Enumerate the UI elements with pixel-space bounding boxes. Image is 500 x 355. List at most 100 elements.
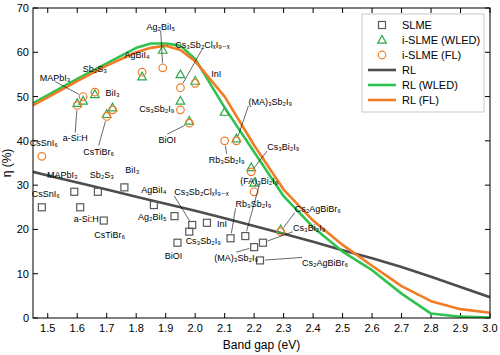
point-label: Cs₃Bi₂I₉ <box>267 142 300 152</box>
x-tick-label: 2.7 <box>394 322 409 334</box>
point-label: InI <box>211 69 221 79</box>
leader-line <box>284 213 295 228</box>
point-label: Rb₃Sb₂I₉ <box>209 155 245 165</box>
x-tick-label: 1.7 <box>99 322 114 334</box>
point <box>189 222 196 229</box>
x-tick-label: 1.6 <box>70 322 85 334</box>
point-label: CsSnI₆ <box>32 189 61 199</box>
x-tick-top <box>195 8 196 13</box>
point <box>174 239 181 246</box>
point <box>251 244 258 251</box>
x-tick <box>136 313 137 318</box>
x-tick-top <box>224 8 225 13</box>
x-tick <box>254 313 255 318</box>
point-label: Cs₃Sb₂ClₓI₉₋ₓ <box>175 40 229 50</box>
legend-label: i-SLME (FL) <box>402 49 461 61</box>
point-label: Sb₂S₃ <box>83 64 108 74</box>
legend-marker <box>378 51 386 59</box>
point <box>91 88 99 96</box>
x-tick-label: 1.5 <box>40 322 55 334</box>
point-label: Cs₃Sb₂I₉ <box>139 104 175 114</box>
x-tick-label: 2.6 <box>364 322 379 334</box>
point <box>77 204 84 211</box>
leader-line <box>55 82 79 95</box>
point <box>247 168 255 176</box>
point-label: (MA)₃Sb₂I₉ <box>214 253 258 263</box>
x-tick-label: 2.8 <box>423 322 438 334</box>
point <box>177 84 185 92</box>
point-label: InI <box>217 219 227 229</box>
point <box>277 228 285 236</box>
leader-line <box>238 106 248 136</box>
legend-label: RL <box>402 64 416 76</box>
x-tick-top <box>283 8 284 13</box>
legend-marker <box>379 22 386 29</box>
y-tick-label: 20 <box>17 223 29 235</box>
point-label: Cs₃Sb₂ClₓI₉₋ₓ <box>174 187 228 197</box>
point-label: BiI₃ <box>125 165 140 175</box>
x-tick-label: 2.2 <box>246 322 261 334</box>
point <box>191 79 199 87</box>
legend-label: RL (FL) <box>402 94 439 106</box>
point <box>73 102 81 110</box>
x-tick-top <box>106 8 107 13</box>
point-labels: CsSnI₆MAPbI₃a-Si:HSb₂S₃CsTiBr₆BiI₃AgBiI₄… <box>30 22 349 269</box>
x-tick-top <box>313 8 314 13</box>
y-tick <box>33 96 38 97</box>
x-tick <box>165 313 166 318</box>
legend-label: SLME <box>402 19 432 31</box>
leader-line <box>231 208 235 233</box>
point <box>100 217 107 224</box>
x-tick-top <box>372 8 373 13</box>
x-tick <box>77 313 78 318</box>
y-tick <box>33 273 38 274</box>
leader-line <box>174 196 189 221</box>
leader-line <box>75 110 77 132</box>
point-label: CsSnI₆ <box>30 138 59 148</box>
x-tick-label: 1.9 <box>158 322 173 334</box>
point-label: BiOI <box>165 251 183 261</box>
legend-label: i-SLME (WLED) <box>402 34 480 46</box>
y-tick-right <box>485 140 490 141</box>
point-label: Cs₃Bi₂I₉ <box>293 223 326 233</box>
x-tick <box>106 313 107 318</box>
leader-line <box>268 232 293 241</box>
line-4 <box>33 43 490 317</box>
legend: SLMEi-SLME (WLED)i-SLME (FL)RLRL (WLED)R… <box>362 14 484 112</box>
x-tick <box>401 313 402 318</box>
point <box>233 137 241 145</box>
point <box>186 228 193 235</box>
y-tick-label: 10 <box>17 268 29 280</box>
point <box>38 204 45 211</box>
point <box>71 188 78 195</box>
x-tick-label: 3.0 <box>482 322 497 334</box>
x-tick-top <box>460 8 461 13</box>
y-tick-label: 40 <box>17 135 29 147</box>
x-axis-label: Band gap (eV) <box>223 338 300 352</box>
point <box>220 108 229 116</box>
x-tick <box>224 313 225 318</box>
leader-line <box>183 49 203 84</box>
x-tick-top <box>77 8 78 13</box>
point <box>203 219 210 226</box>
x-tick-top <box>136 8 137 13</box>
point-label: AgBiI₄ <box>124 50 150 60</box>
x-tick <box>372 313 373 318</box>
x-tick-label: 2.0 <box>188 322 203 334</box>
x-tick-label: 2.1 <box>217 322 232 334</box>
point <box>259 239 266 246</box>
legend-line <box>368 84 396 87</box>
point <box>158 46 167 54</box>
y-tick-label: 60 <box>17 46 29 58</box>
x-tick <box>283 313 284 318</box>
legend-box <box>362 14 484 112</box>
x-tick-top <box>165 8 166 13</box>
x-tick-label: 2.3 <box>276 322 291 334</box>
point-label: BiOI <box>159 135 177 145</box>
point-label: (FA)₃Bi₂I₉ <box>240 176 279 186</box>
x-tick-label: 2.9 <box>453 322 468 334</box>
y-tick <box>33 185 38 186</box>
x-tick-top <box>47 8 48 13</box>
legend-line <box>368 69 396 72</box>
point-label: (MA)₃Sb₂I₉ <box>248 97 292 107</box>
